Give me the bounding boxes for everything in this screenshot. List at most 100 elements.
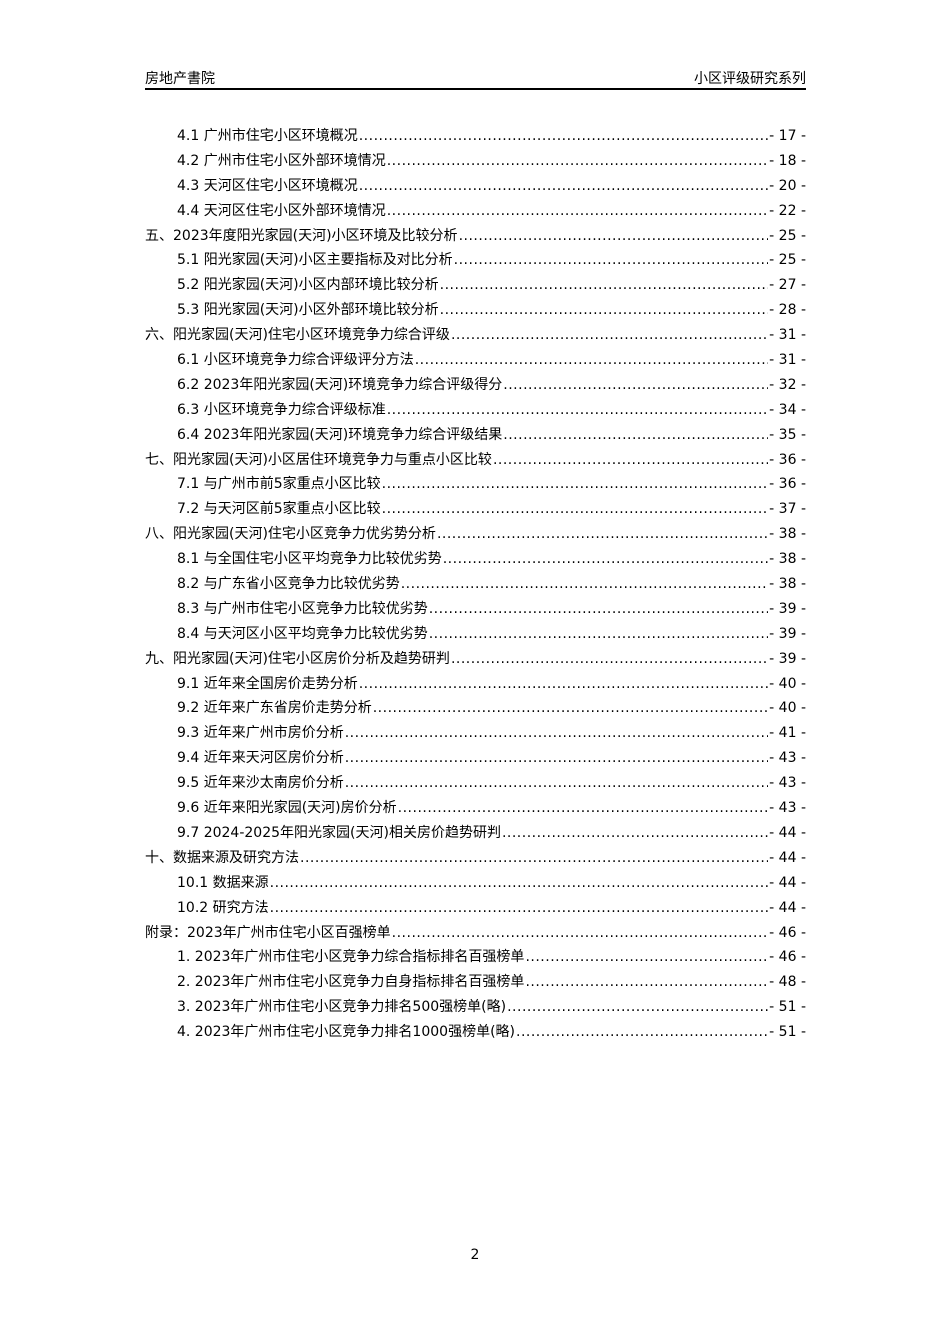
toc-leader-dots: [387, 398, 768, 423]
toc-leader-dots: [345, 771, 768, 796]
toc-leader-dots: [459, 224, 769, 249]
toc-entry[interactable]: 7.2 与天河区前5家重点小区比较 - 37 -: [145, 497, 806, 522]
toc-entry[interactable]: 6.2 2023年阳光家园(天河)环境竞争力综合评级得分 - 32 -: [145, 373, 806, 398]
toc-leader-dots: [516, 1020, 768, 1045]
toc-entry[interactable]: 2. 2023年广州市住宅小区竞争力自身指标排名百强榜单 - 48 -: [145, 970, 806, 995]
toc-entry-label: 10.2 研究方法: [177, 899, 269, 916]
toc-leader-dots: [300, 846, 768, 871]
toc-entry-label: 九、阳光家园(天河)住宅小区房价分析及趋势研判: [145, 650, 450, 667]
toc-leader-dots: [493, 448, 768, 473]
toc-entry-page: - 36 -: [769, 476, 806, 493]
toc-entry[interactable]: 10.1 数据来源 - 44 -: [145, 871, 806, 896]
toc-leader-dots: [382, 497, 769, 522]
toc-entry-page: - 44 -: [769, 824, 806, 841]
toc-entry[interactable]: 5.1 阳光家园(天河)小区主要指标及对比分析 - 25 -: [145, 248, 806, 273]
toc-entry[interactable]: 4. 2023年广州市住宅小区竞争力排名1000强榜单(略) - 51 -: [145, 1020, 806, 1045]
toc-entry[interactable]: 6.4 2023年阳光家园(天河)环境竞争力综合评级结果 - 35 -: [145, 423, 806, 448]
toc-entry[interactable]: 9.7 2024-2025年阳光家园(天河)相关房价趋势研判 - 44 -: [145, 821, 806, 846]
toc-entry-page: - 25 -: [769, 252, 806, 269]
toc-leader-dots: [373, 696, 768, 721]
toc-leader-dots: [440, 298, 769, 323]
header-left-title: 房地产書院: [145, 71, 215, 87]
toc-entry-page: - 43 -: [769, 775, 806, 792]
toc-entry[interactable]: 6.1 小区环境竞争力综合评级评分方法 - 31 -: [145, 348, 806, 373]
toc-entry-page: - 35 -: [769, 426, 806, 443]
toc-leader-dots: [454, 248, 769, 273]
toc-leader-dots: [345, 746, 768, 771]
toc-entry[interactable]: 9.4 近年来天河区房价分析 - 43 -: [145, 746, 806, 771]
toc-entry-page: - 40 -: [769, 675, 806, 692]
toc-leader-dots: [437, 522, 768, 547]
toc-entry[interactable]: 五、2023年度阳光家园(天河)小区环境及比较分析 - 25 -: [145, 224, 806, 249]
toc-entry-page: - 28 -: [769, 302, 806, 319]
page-number: 2: [470, 1247, 480, 1263]
toc-leader-dots: [443, 547, 768, 572]
toc-entry[interactable]: 9.6 近年来阳光家园(天河)房价分析 - 43 -: [145, 796, 806, 821]
toc-entry[interactable]: 5.2 阳光家园(天河)小区内部环境比较分析 - 27 -: [145, 273, 806, 298]
toc-leader-dots: [359, 174, 768, 199]
toc-leader-dots: [387, 199, 768, 224]
toc-entry[interactable]: 6.3 小区环境竞争力综合评级标准 - 34 -: [145, 398, 806, 423]
toc-entry[interactable]: 9.3 近年来广州市房价分析 - 41 -: [145, 721, 806, 746]
toc-entry[interactable]: 8.4 与天河区小区平均竞争力比较优劣势 - 39 -: [145, 622, 806, 647]
toc-entry-page: - 43 -: [769, 800, 806, 817]
toc-entry-label: 五、2023年度阳光家园(天河)小区环境及比较分析: [145, 227, 458, 244]
toc-entry-page: - 39 -: [769, 600, 806, 617]
toc-entry[interactable]: 3. 2023年广州市住宅小区竞争力排名500强榜单(略) - 51 -: [145, 995, 806, 1020]
toc-entry-page: - 44 -: [769, 899, 806, 916]
toc-leader-dots: [415, 348, 768, 373]
toc-entry[interactable]: 七、阳光家园(天河)小区居住环境竞争力与重点小区比较 - 36 -: [145, 448, 806, 473]
toc-entry[interactable]: 附录：2023年广州市住宅小区百强榜单 - 46 -: [145, 921, 806, 946]
toc-leader-dots: [270, 896, 769, 921]
toc-entry-label: 6.3 小区环境竞争力综合评级标准: [177, 401, 386, 418]
toc-entry[interactable]: 9.5 近年来沙太南房价分析 - 43 -: [145, 771, 806, 796]
toc-entry[interactable]: 8.2 与广东省小区竞争力比较优劣势 - 38 -: [145, 572, 806, 597]
toc-leader-dots: [451, 323, 768, 348]
toc-entry-page: - 39 -: [769, 625, 806, 642]
toc-leader-dots: [503, 373, 768, 398]
toc-leader-dots: [387, 149, 768, 174]
toc-leader-dots: [270, 871, 769, 896]
toc-entry[interactable]: 4.2 广州市住宅小区外部环境情况 - 18 -: [145, 149, 806, 174]
toc-entry[interactable]: 7.1 与广州市前5家重点小区比较 - 36 -: [145, 472, 806, 497]
toc-entry[interactable]: 4.3 天河区住宅小区环境概况 - 20 -: [145, 174, 806, 199]
toc-entry-page: - 36 -: [769, 451, 806, 468]
toc-entry[interactable]: 十、数据来源及研究方法 - 44 -: [145, 846, 806, 871]
toc-entry-label: 5.2 阳光家园(天河)小区内部环境比较分析: [177, 277, 439, 294]
toc-entry-label: 5.3 阳光家园(天河)小区外部环境比较分析: [177, 302, 439, 319]
toc-entry-label: 9.5 近年来沙太南房价分析: [177, 775, 344, 792]
toc-entry-label: 9.3 近年来广州市房价分析: [177, 725, 344, 742]
toc-entry-page: - 39 -: [769, 650, 806, 667]
toc-entry[interactable]: 八、阳光家园(天河)住宅小区竞争力优劣势分析 - 38 -: [145, 522, 806, 547]
toc-entry[interactable]: 六、阳光家园(天河)住宅小区环境竞争力综合评级 - 31 -: [145, 323, 806, 348]
toc-leader-dots: [525, 945, 768, 970]
toc-entry-page: - 51 -: [769, 1024, 806, 1041]
toc-leader-dots: [429, 597, 768, 622]
toc-entry[interactable]: 5.3 阳光家园(天河)小区外部环境比较分析 - 28 -: [145, 298, 806, 323]
toc-entry[interactable]: 9.1 近年来全国房价走势分析 - 40 -: [145, 672, 806, 697]
toc-entry-label: 8.1 与全国住宅小区平均竞争力比较优劣势: [177, 551, 442, 568]
toc-leader-dots: [359, 672, 768, 697]
toc-entry[interactable]: 4.4 天河区住宅小区外部环境情况 - 22 -: [145, 199, 806, 224]
toc-leader-dots: [503, 423, 768, 448]
toc-entry-page: - 43 -: [769, 750, 806, 767]
toc-entry[interactable]: 8.3 与广州市住宅小区竞争力比较优劣势 - 39 -: [145, 597, 806, 622]
toc-entry[interactable]: 9.2 近年来广东省房价走势分析 - 40 -: [145, 696, 806, 721]
toc-entry-page: - 31 -: [769, 352, 806, 369]
toc-leader-dots: [345, 721, 768, 746]
toc-leader-dots: [502, 821, 768, 846]
toc-entry[interactable]: 4.1 广州市住宅小区环境概况 - 17 -: [145, 124, 806, 149]
toc-entry[interactable]: 8.1 与全国住宅小区平均竞争力比较优劣势 - 38 -: [145, 547, 806, 572]
toc-entry-label: 3. 2023年广州市住宅小区竞争力排名500强榜单(略): [177, 999, 507, 1016]
toc-entry-page: - 20 -: [769, 177, 806, 194]
toc-entry-page: - 37 -: [769, 501, 806, 518]
toc-entry-label: 4.3 天河区住宅小区环境概况: [177, 177, 358, 194]
toc-entry[interactable]: 10.2 研究方法 - 44 -: [145, 896, 806, 921]
toc-entry-label: 6.1 小区环境竞争力综合评级评分方法: [177, 352, 414, 369]
toc-entry[interactable]: 九、阳光家园(天河)住宅小区房价分析及趋势研判 - 39 -: [145, 647, 806, 672]
toc-entry-label: 6.2 2023年阳光家园(天河)环境竞争力综合评级得分: [177, 376, 503, 393]
toc-entry-page: - 51 -: [769, 999, 806, 1016]
toc-entry[interactable]: 1. 2023年广州市住宅小区竞争力综合指标排名百强榜单 - 46 -: [145, 945, 806, 970]
toc-entry-label: 10.1 数据来源: [177, 874, 269, 891]
toc-leader-dots: [382, 472, 769, 497]
